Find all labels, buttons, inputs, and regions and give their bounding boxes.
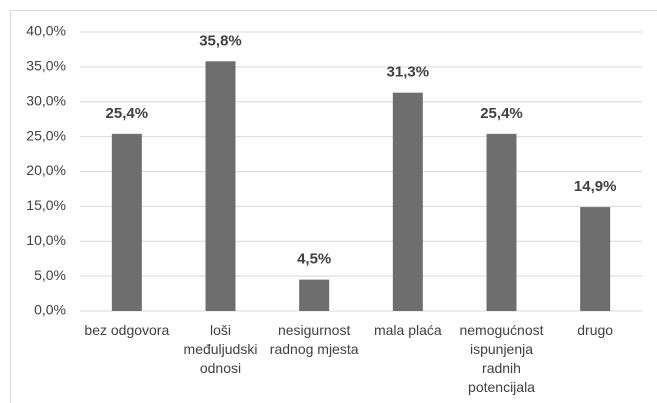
y-tick-label: 5,0% <box>34 267 66 283</box>
y-tick-label: 25,0% <box>26 127 66 143</box>
x-tick-label: mala plaća <box>373 322 442 338</box>
chart-border <box>10 10 657 403</box>
y-tick-label: 0,0% <box>34 302 66 318</box>
data-label: 25,4% <box>106 105 149 122</box>
bar <box>580 207 611 311</box>
y-tick-label: 20,0% <box>26 162 66 178</box>
bar <box>111 133 142 311</box>
y-tick-label: 10,0% <box>26 232 66 248</box>
data-label: 35,8% <box>199 32 242 49</box>
y-tick-label: 30,0% <box>26 92 66 108</box>
x-tick-label: loši međuljudski odnosi <box>183 322 258 376</box>
x-tick-label: bez odgovora <box>84 322 170 338</box>
data-label: 14,9% <box>574 178 617 195</box>
x-tick-label: nesigurnost radnog mjesta <box>269 322 359 357</box>
x-tick-label: drugo <box>577 322 614 338</box>
y-tick-label: 35,0% <box>26 58 66 74</box>
x-tick-label: nemogućnost ispunjenja radnih potencijal… <box>459 322 544 395</box>
bar <box>486 133 517 311</box>
bar <box>205 61 236 311</box>
data-label: 25,4% <box>480 105 523 122</box>
bar <box>392 92 423 312</box>
data-label: 31,3% <box>387 64 430 81</box>
data-label: 4,5% <box>297 251 331 268</box>
bar <box>299 279 330 311</box>
y-tick-label: 15,0% <box>26 197 66 213</box>
y-tick-label: 40,0% <box>26 23 66 39</box>
